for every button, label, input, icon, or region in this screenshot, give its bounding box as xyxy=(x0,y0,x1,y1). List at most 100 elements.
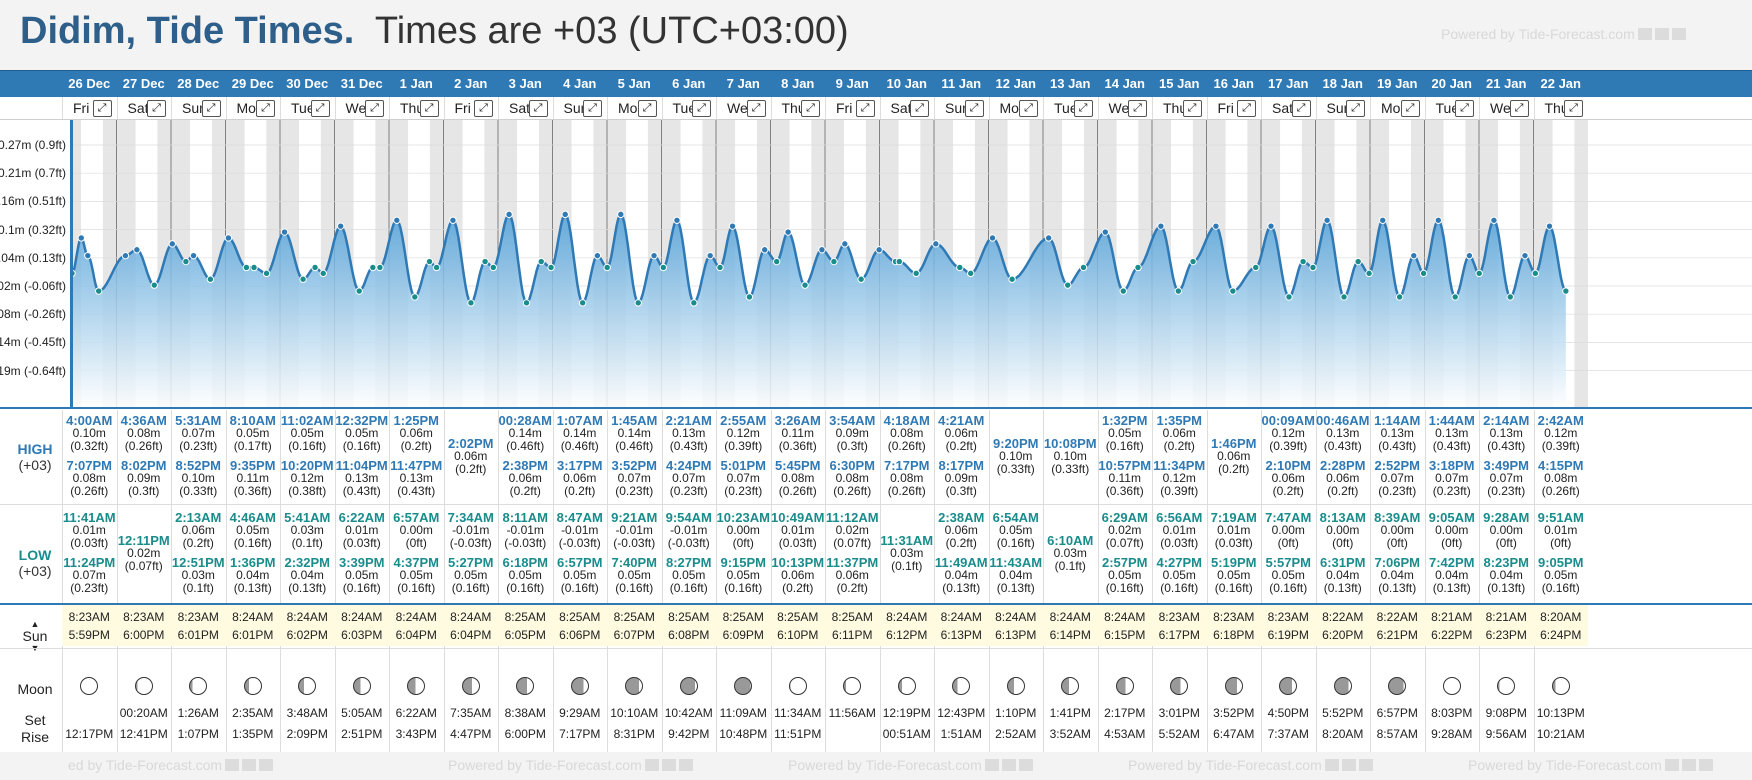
tide-point[interactable] xyxy=(1365,269,1373,278)
tide-point[interactable] xyxy=(1531,269,1540,278)
tide-point[interactable] xyxy=(1562,287,1570,295)
tide-point[interactable] xyxy=(561,210,569,219)
tide-point[interactable] xyxy=(449,216,457,224)
tide-point[interactable] xyxy=(1354,257,1362,266)
expand-icon[interactable]: ⤢ xyxy=(692,100,711,117)
tide-point[interactable] xyxy=(505,210,513,219)
expand-icon[interactable]: ⤢ xyxy=(201,100,221,117)
tide-point[interactable] xyxy=(336,222,345,230)
tide-point[interactable] xyxy=(956,263,964,272)
tide-point[interactable] xyxy=(932,240,940,248)
tide-point[interactable] xyxy=(1285,293,1293,301)
tide-point[interactable] xyxy=(393,216,401,224)
tide-point[interactable] xyxy=(1252,263,1260,272)
expand-icon[interactable]: ⤢ xyxy=(256,100,275,117)
tide-point[interactable] xyxy=(182,257,190,266)
expand-icon[interactable]: ⤢ xyxy=(1346,100,1365,117)
tide-point[interactable] xyxy=(133,246,141,254)
tide-point[interactable] xyxy=(988,234,997,242)
expand-icon[interactable]: ⤢ xyxy=(801,100,820,117)
tide-point[interactable] xyxy=(250,263,258,272)
tide-point[interactable] xyxy=(716,263,724,272)
tide-point[interactable] xyxy=(299,275,307,283)
expand-icon[interactable]: ⤢ xyxy=(855,100,875,117)
tide-point[interactable] xyxy=(150,281,158,289)
tide-point[interactable] xyxy=(242,263,251,272)
tide-point[interactable] xyxy=(1395,293,1404,301)
tide-point[interactable] xyxy=(280,228,289,236)
expand-icon[interactable]: ⤢ xyxy=(310,100,330,117)
tide-point[interactable] xyxy=(355,287,363,295)
expand-icon[interactable]: ⤢ xyxy=(1182,100,1202,117)
tide-point[interactable] xyxy=(547,263,555,272)
expand-icon[interactable]: ⤢ xyxy=(1400,100,1420,117)
tide-point[interactable] xyxy=(1340,293,1348,301)
tide-point[interactable] xyxy=(1157,222,1165,230)
tide-point[interactable] xyxy=(578,299,587,307)
expand-icon[interactable]: ⤢ xyxy=(147,100,166,117)
tide-point[interactable] xyxy=(706,251,714,260)
tide-point[interactable] xyxy=(1309,263,1317,272)
tide-point[interactable] xyxy=(168,240,176,248)
tide-point[interactable] xyxy=(432,263,441,272)
tide-point[interactable] xyxy=(1008,275,1016,283)
tide-point[interactable] xyxy=(77,234,85,242)
expand-icon[interactable]: ⤢ xyxy=(419,100,439,117)
tide-point[interactable] xyxy=(634,299,642,307)
tide-point[interactable] xyxy=(772,257,781,266)
tide-point[interactable] xyxy=(745,293,754,301)
tide-point[interactable] xyxy=(673,216,681,224)
tide-point[interactable] xyxy=(1174,287,1183,295)
tide-point[interactable] xyxy=(1506,293,1514,301)
tide-point[interactable] xyxy=(311,263,319,272)
tide-point[interactable] xyxy=(1434,216,1443,224)
tide-point[interactable] xyxy=(425,257,434,266)
tide-point[interactable] xyxy=(1079,263,1088,272)
expand-icon[interactable]: ⤢ xyxy=(583,100,602,117)
expand-icon[interactable]: ⤢ xyxy=(1073,100,1093,117)
tide-point[interactable] xyxy=(1545,222,1554,230)
expand-icon[interactable]: ⤢ xyxy=(964,100,984,117)
tide-point[interactable] xyxy=(659,263,668,272)
tide-point[interactable] xyxy=(1323,216,1331,224)
tide-point[interactable] xyxy=(537,257,545,266)
tide-point[interactable] xyxy=(1212,222,1220,230)
tide-point[interactable] xyxy=(1044,234,1053,242)
tide-point[interactable] xyxy=(224,234,233,242)
tide-point[interactable] xyxy=(818,246,826,254)
expand-icon[interactable]: ⤢ xyxy=(1509,100,1529,117)
expand-icon[interactable]: ⤢ xyxy=(746,100,766,117)
tide-point[interactable] xyxy=(1229,287,1237,295)
tide-point[interactable] xyxy=(411,293,419,301)
tide-point[interactable] xyxy=(801,281,809,289)
tide-point[interactable] xyxy=(481,257,489,266)
tide-point[interactable] xyxy=(617,210,625,219)
tide-point[interactable] xyxy=(319,269,327,278)
tide-point[interactable] xyxy=(1189,257,1197,266)
expand-icon[interactable]: ⤢ xyxy=(1128,100,1147,117)
tide-point[interactable] xyxy=(522,299,531,307)
tide-point[interactable] xyxy=(784,228,792,236)
tide-point[interactable] xyxy=(603,263,611,272)
tide-point[interactable] xyxy=(95,287,103,295)
tide-point[interactable] xyxy=(857,275,865,283)
expand-icon[interactable]: ⤢ xyxy=(92,100,112,117)
tide-point[interactable] xyxy=(875,246,883,254)
expand-icon[interactable]: ⤢ xyxy=(637,100,657,117)
tide-point[interactable] xyxy=(830,257,838,266)
tide-point[interactable] xyxy=(376,263,384,272)
tide-point[interactable] xyxy=(760,246,769,254)
tide-point[interactable] xyxy=(84,251,92,260)
tide-point[interactable] xyxy=(1299,257,1307,266)
tide-point[interactable] xyxy=(728,222,737,230)
tide-point[interactable] xyxy=(1465,251,1474,260)
tide-point[interactable] xyxy=(489,263,497,272)
tide-point[interactable] xyxy=(262,269,271,278)
expand-icon[interactable]: ⤢ xyxy=(1237,100,1256,117)
tide-point[interactable] xyxy=(1101,228,1110,236)
tide-point[interactable] xyxy=(1490,216,1498,224)
tide-point[interactable] xyxy=(1379,216,1387,224)
tide-point[interactable] xyxy=(467,299,475,307)
tide-point[interactable] xyxy=(593,251,602,260)
expand-icon[interactable]: ⤢ xyxy=(1019,100,1038,117)
